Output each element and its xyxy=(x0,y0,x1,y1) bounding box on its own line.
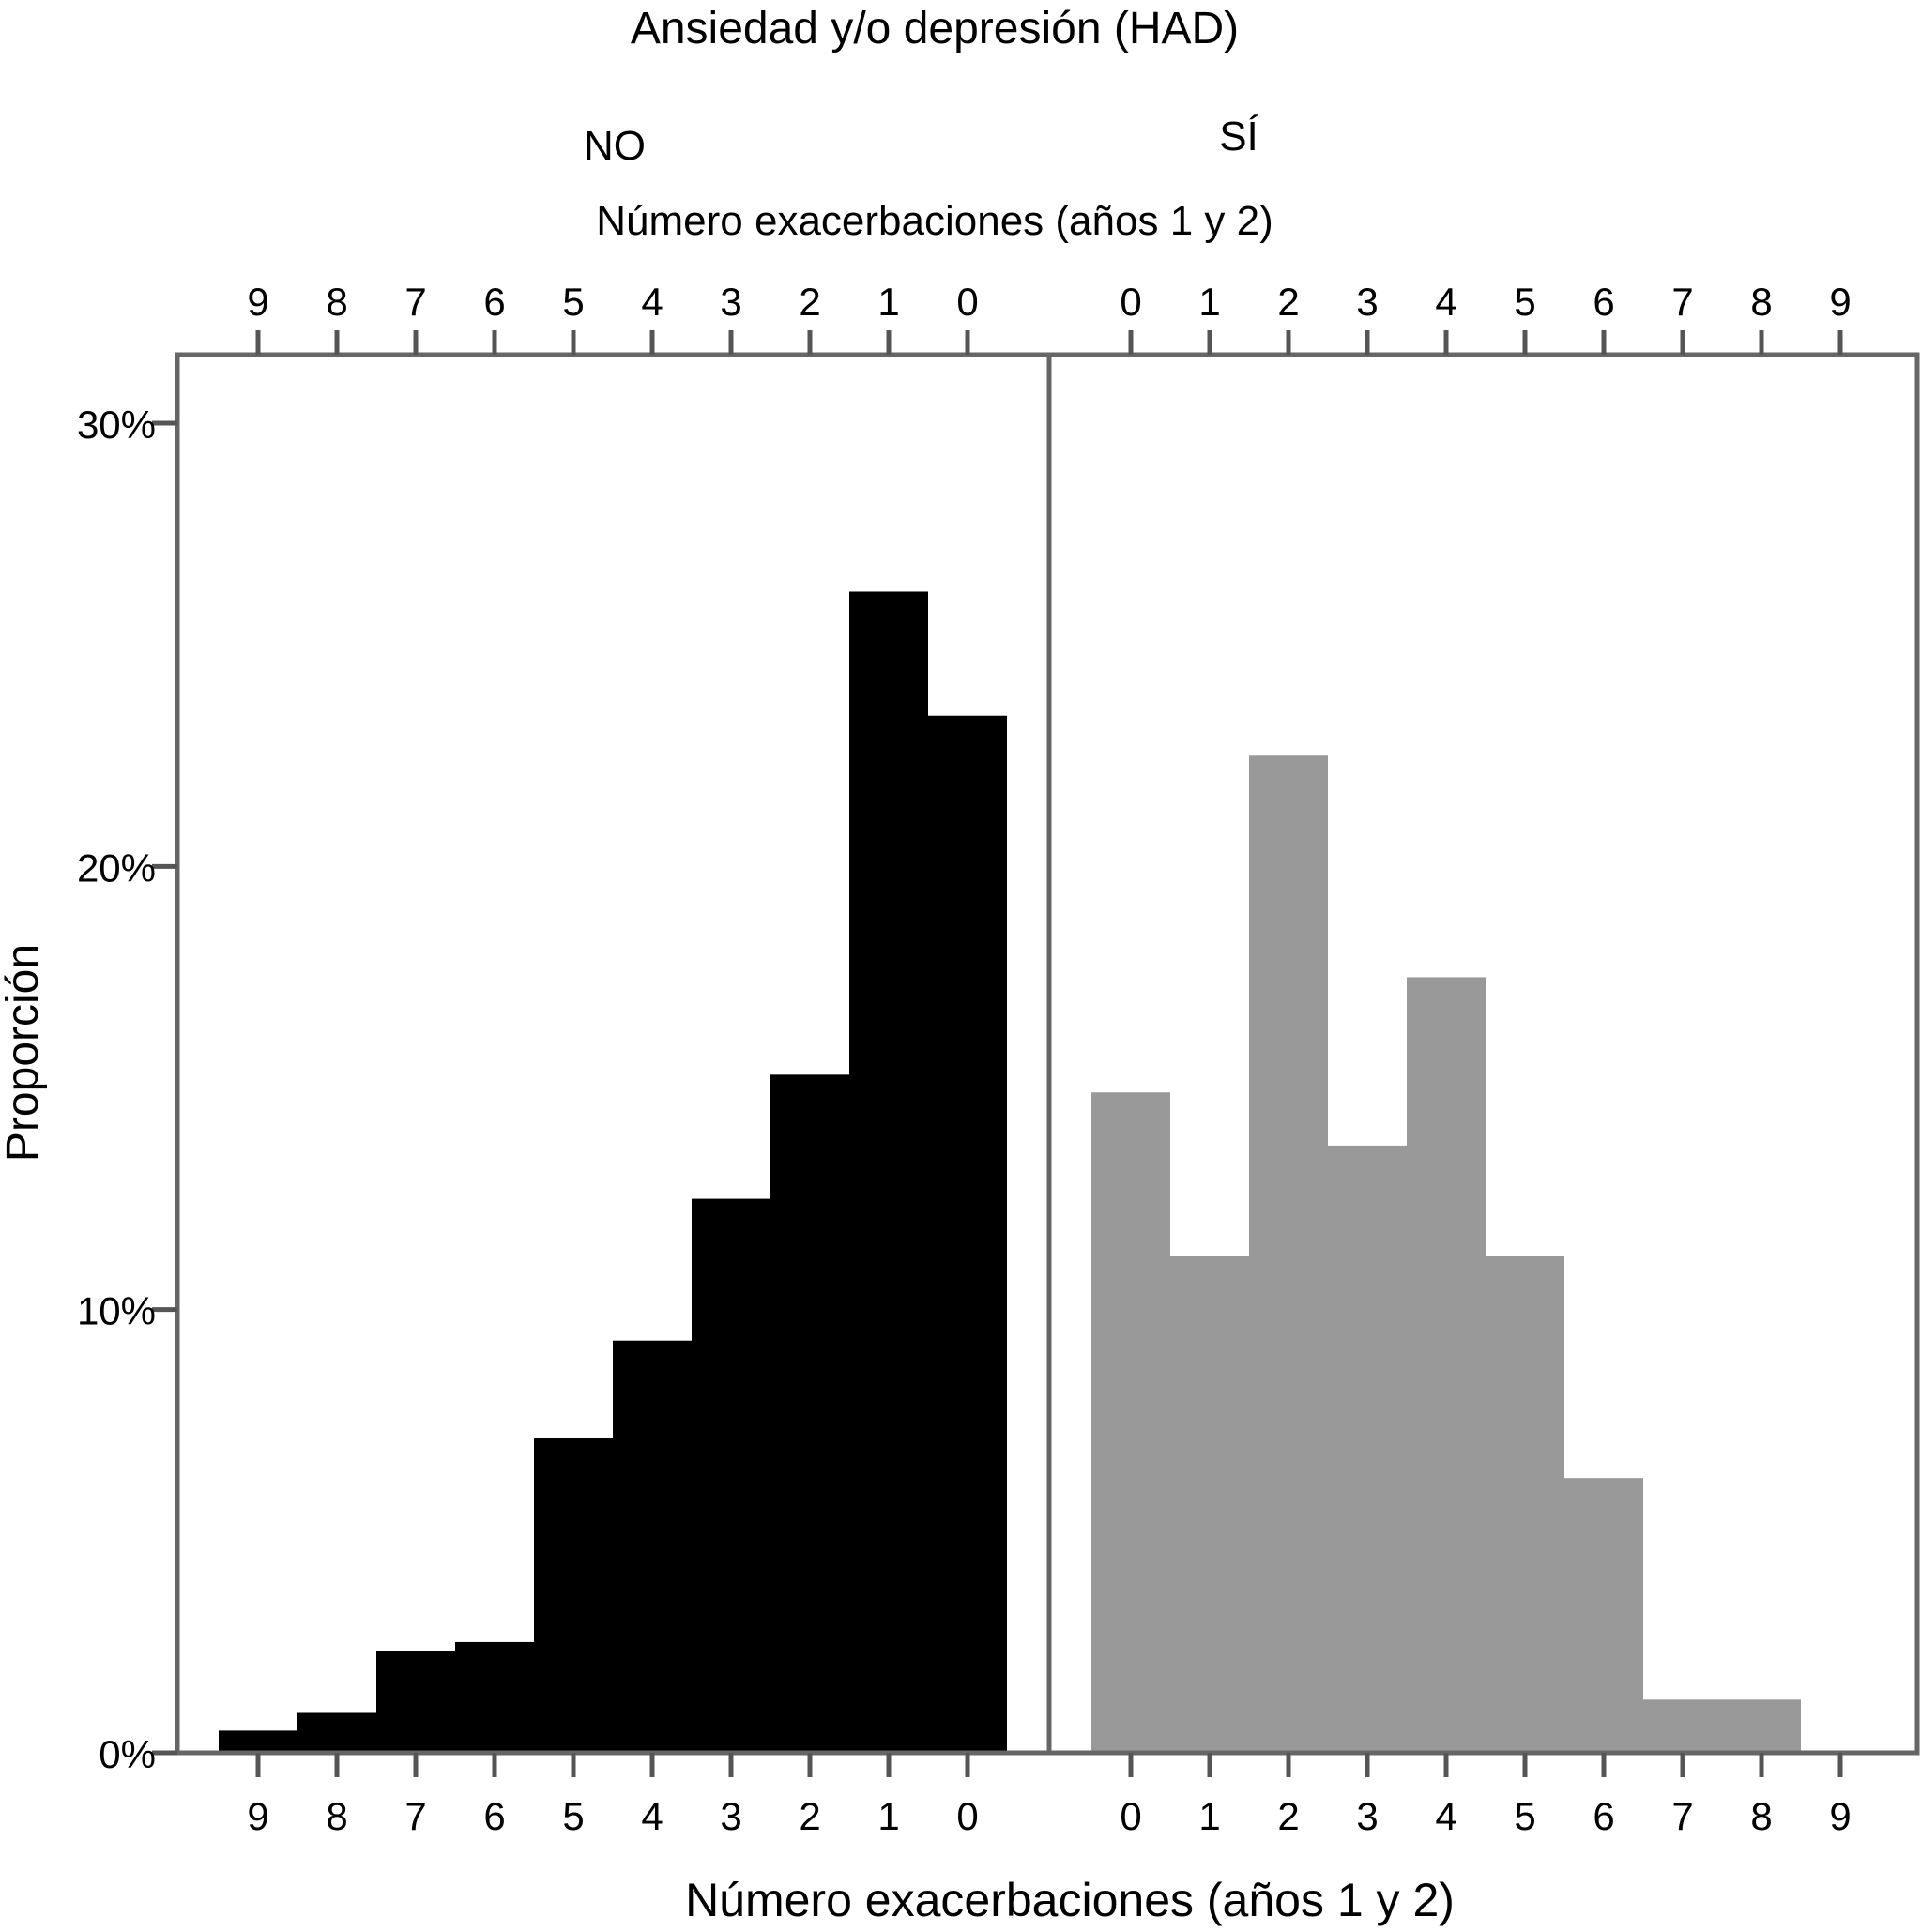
x-tick-label-top: 8 xyxy=(1750,280,1772,324)
chart-title: Ansiedad y/o depresión (HAD) xyxy=(631,4,1239,53)
x-tick-label-top: 9 xyxy=(1829,280,1851,324)
bar-no-1 xyxy=(849,591,928,1753)
y-tick-label: 30% xyxy=(77,403,156,447)
top-x-axis-label: Número exacerbaciones (años 1 y 2) xyxy=(596,198,1273,244)
x-tick-label-bottom: 5 xyxy=(1514,1794,1535,1838)
x-tick-label-bottom: 0 xyxy=(1120,1794,1141,1838)
x-tick-label-top: 7 xyxy=(1671,280,1693,324)
y-tick-label: 10% xyxy=(77,1289,156,1333)
x-tick-label-bottom: 3 xyxy=(720,1794,741,1838)
x-tick-label-top: 6 xyxy=(1593,280,1614,324)
x-tick-label-bottom: 2 xyxy=(1277,1794,1299,1838)
bar-no-3 xyxy=(692,1198,770,1753)
bars-layer xyxy=(219,591,1801,1753)
bar-si-0 xyxy=(1091,1092,1170,1753)
x-tick-label-bottom: 4 xyxy=(1435,1794,1456,1838)
y-tick-label: 0% xyxy=(99,1732,156,1776)
bar-si-8 xyxy=(1722,1699,1801,1753)
x-tick-label-bottom: 5 xyxy=(562,1794,584,1838)
x-tick-label-bottom: 9 xyxy=(247,1794,268,1838)
bar-no-0 xyxy=(928,715,1007,1753)
x-tick-label-bottom: 1 xyxy=(1198,1794,1220,1838)
x-tick-label-top: 3 xyxy=(720,280,741,324)
x-tick-label-top: 4 xyxy=(1435,280,1456,324)
x-axes: 9 9 8 8 7 7 6 6 5 5 4 4 3 3 2 2 1 1 0 0 0 0 1 1 2 2 3 3 4 4 5 5 6 6 7 7 8 8 9 9 xyxy=(247,280,1851,1838)
y-tick-label: 20% xyxy=(77,845,156,890)
x-tick-label-top: 0 xyxy=(1120,280,1141,324)
x-tick-label-top: 1 xyxy=(877,280,899,324)
panel-label-no: NO xyxy=(584,123,646,169)
bar-no-2 xyxy=(770,1074,849,1753)
x-tick-label-top: 5 xyxy=(1514,280,1535,324)
bar-si-4 xyxy=(1407,977,1486,1753)
x-tick-label-top: 9 xyxy=(247,280,268,324)
x-tick-label-top: 2 xyxy=(799,280,820,324)
bar-no-7 xyxy=(376,1651,455,1753)
bar-no-5 xyxy=(534,1438,613,1753)
bar-si-3 xyxy=(1328,1145,1407,1753)
bar-no-8 xyxy=(297,1712,376,1753)
panel-label-si: SÍ xyxy=(1219,114,1258,160)
x-tick-label-bottom: 8 xyxy=(326,1794,347,1838)
x-tick-label-top: 7 xyxy=(404,280,426,324)
x-tick-label-bottom: 0 xyxy=(956,1794,978,1838)
x-tick-label-bottom: 2 xyxy=(799,1794,820,1838)
x-tick-label-bottom: 6 xyxy=(483,1794,505,1838)
y-axis: 0% 10% 20% 30% xyxy=(77,403,177,1776)
bar-si-7 xyxy=(1643,1699,1722,1753)
bar-no-9 xyxy=(219,1730,297,1753)
bar-si-2 xyxy=(1249,755,1328,1753)
x-tick-label-top: 3 xyxy=(1356,280,1378,324)
x-tick-label-top: 6 xyxy=(483,280,505,324)
y-axis-label: Proporción xyxy=(0,944,48,1162)
x-tick-label-top: 8 xyxy=(326,280,347,324)
bar-no-6 xyxy=(455,1641,534,1753)
x-tick-label-bottom: 9 xyxy=(1829,1794,1851,1838)
x-tick-label-bottom: 7 xyxy=(404,1794,426,1838)
x-tick-label-bottom: 4 xyxy=(641,1794,663,1838)
x-tick-label-top: 4 xyxy=(641,280,663,324)
x-tick-label-bottom: 3 xyxy=(1356,1794,1378,1838)
x-tick-label-bottom: 7 xyxy=(1671,1794,1693,1838)
bar-si-1 xyxy=(1170,1255,1249,1753)
x-tick-label-top: 2 xyxy=(1277,280,1299,324)
x-tick-label-top: 5 xyxy=(562,280,584,324)
bar-si-5 xyxy=(1486,1255,1564,1753)
x-tick-label-top: 0 xyxy=(956,280,978,324)
x-axis-label: Número exacerbaciones (años 1 y 2) xyxy=(685,1874,1455,1926)
x-tick-label-bottom: 8 xyxy=(1750,1794,1772,1838)
bar-si-6 xyxy=(1564,1478,1643,1753)
x-tick-label-bottom: 1 xyxy=(877,1794,899,1838)
x-tick-label-top: 1 xyxy=(1198,280,1220,324)
bar-no-4 xyxy=(613,1340,692,1753)
x-tick-label-bottom: 6 xyxy=(1593,1794,1614,1838)
